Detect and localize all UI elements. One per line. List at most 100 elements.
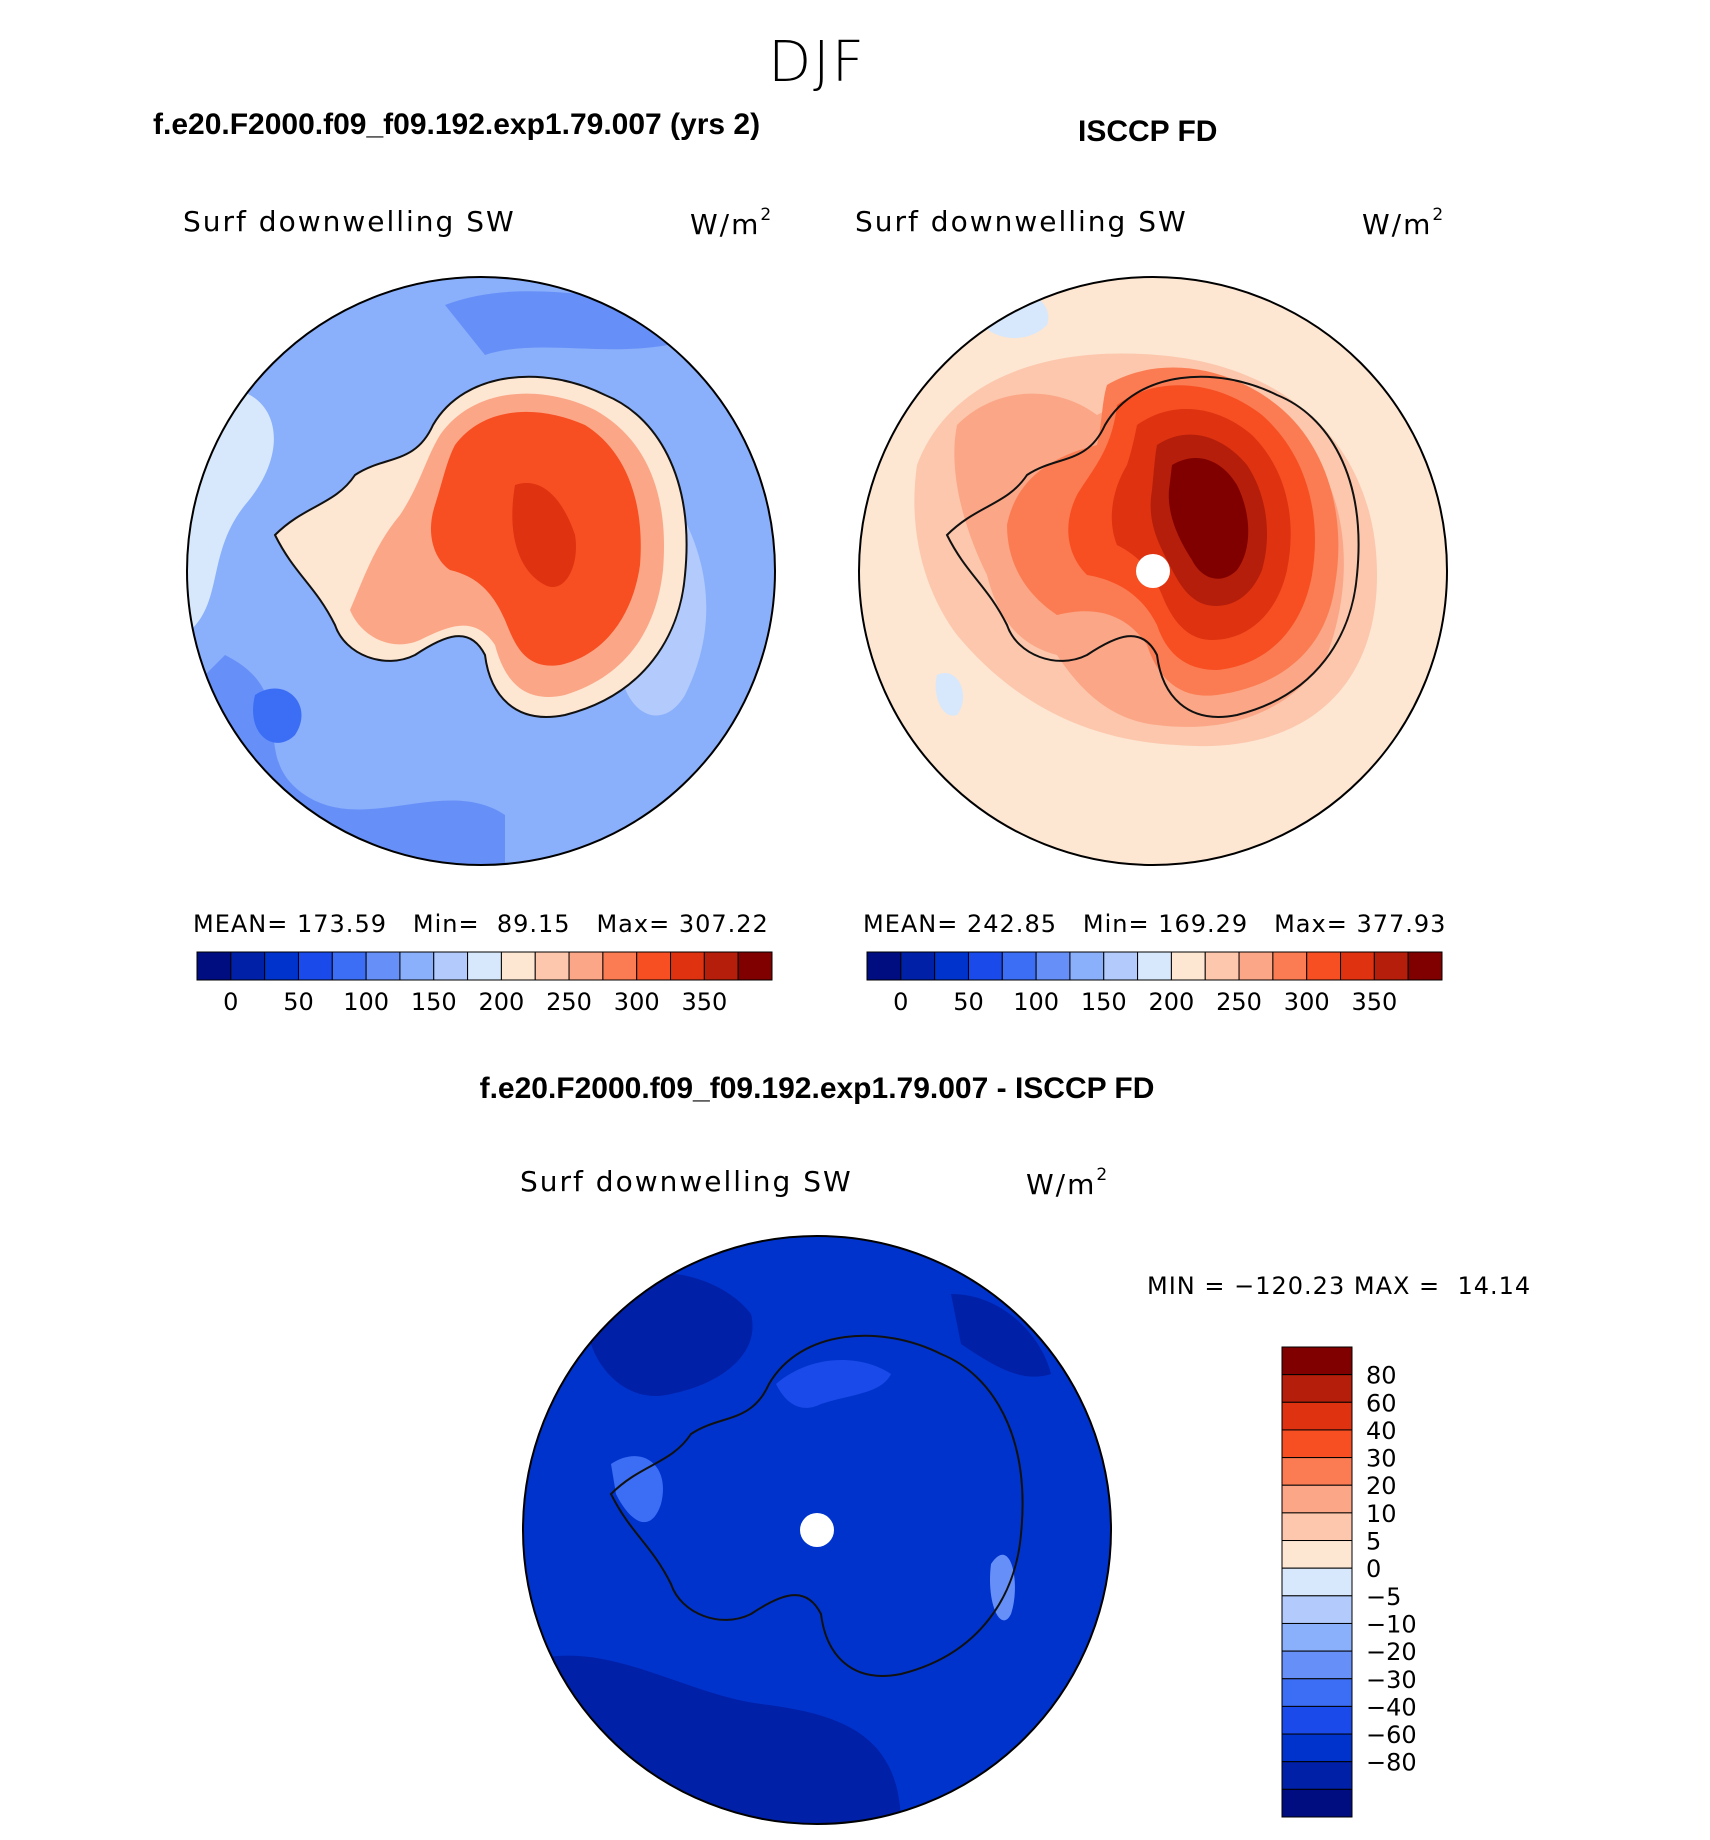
model-colorbar-swatch: [636, 951, 672, 981]
obs-colorbar-tick-label: 150: [1081, 988, 1127, 1016]
model-colorbar-swatch: [703, 951, 739, 981]
diff-max-label: MAX =: [1353, 1272, 1441, 1300]
model-colorbar-swatch: [500, 951, 536, 981]
diff-weak-negative-patch-peninsula: [611, 1456, 663, 1523]
diff-colorbar-level-label: 60: [1366, 1389, 1397, 1417]
model-colorbar-tick-label: 200: [479, 988, 525, 1016]
obs-colorbar-swatch: [1170, 951, 1206, 981]
model-colorbar-swatch: [365, 951, 401, 981]
obs-colorbar-tick-label: 250: [1216, 988, 1262, 1016]
model-colorbar-tick-label: 250: [546, 988, 592, 1016]
model-colorbar-swatch: [568, 951, 604, 981]
diff-pole-missing-data: [800, 1513, 834, 1547]
model-colorbar-swatch: [602, 951, 638, 981]
obs-colorbar-tick-label: 300: [1284, 988, 1330, 1016]
model-coastline: [273, 375, 688, 718]
obs-mean-label: MEAN=: [863, 910, 959, 938]
obs-colorbar-swatch: [1238, 951, 1274, 981]
model-min-label: Min=: [412, 910, 480, 938]
diff-min-label: MIN =: [1147, 1272, 1226, 1300]
model-map: [186, 276, 776, 866]
obs-colorbar-swatch: [1103, 951, 1139, 981]
model-stats: MEAN= 173.59 Min= 89.15 Max= 307.22: [193, 910, 769, 938]
model-colorbar-swatch: [297, 951, 333, 981]
model-colorbar-tick-label: 0: [223, 988, 238, 1016]
obs-colorbar-tick-label: 200: [1149, 988, 1195, 1016]
model-colorbar-swatch: [399, 951, 435, 981]
obs-colorbar-swatch: [1272, 951, 1308, 981]
obs-ocean-low-patch-south: [935, 673, 964, 716]
model-units-label: W/m2: [690, 205, 771, 241]
model-colorbar-swatch: [534, 951, 570, 981]
obs-map: [858, 276, 1448, 866]
obs-colorbar: 0 50 100 150 200 250 300 350: [866, 951, 1443, 1016]
diff-colorbar-swatch: [1281, 1567, 1353, 1597]
obs-colorbar-swatch: [1035, 951, 1071, 981]
model-colorbar-tick-label: 50: [283, 988, 314, 1016]
obs-units-label: W/m2: [1362, 205, 1443, 241]
model-mean-label: MEAN=: [193, 910, 289, 938]
model-min-value: 89.15: [496, 910, 571, 938]
obs-map-border: [858, 276, 1448, 866]
obs-coastline: [945, 375, 1360, 718]
model-mean-value: 173.59: [297, 910, 387, 938]
obs-units-exponent: 2: [1432, 205, 1444, 225]
model-colorbar-swatch: [331, 951, 367, 981]
diff-units-exponent: 2: [1096, 1165, 1108, 1185]
diff-max-value: 14.14: [1457, 1272, 1532, 1300]
diff-colorbar-swatch: [1281, 1761, 1353, 1790]
diff-units-text: W/m: [1026, 1168, 1097, 1201]
diff-colorbar-level-label: 10: [1366, 1500, 1397, 1528]
diff-colorbar-level-label: 30: [1366, 1445, 1397, 1473]
season-title: DJF: [768, 30, 866, 95]
diff-colorbar-level-label: 20: [1366, 1472, 1397, 1500]
diff-map-border: [522, 1235, 1112, 1825]
diff-colorbar-swatch: [1281, 1374, 1353, 1403]
diff-colorbar-level-label: −40: [1366, 1693, 1417, 1721]
obs-colorbar-swatch: [866, 951, 902, 981]
diff-panel-title: f.e20.F2000.f09_f09.192.exp1.79.007 - IS…: [479, 1072, 1155, 1105]
diff-colorbar-swatch: [1281, 1595, 1353, 1624]
obs-units-text: W/m: [1362, 208, 1433, 241]
diff-stats: MIN = −120.23 MAX = 14.14: [1147, 1272, 1531, 1300]
obs-max-value: 377.93: [1356, 910, 1447, 938]
obs-ocean-low-patch-north: [967, 290, 1049, 339]
model-colorbar-swatch: [230, 951, 266, 981]
model-colorbar-swatch: [196, 951, 232, 981]
model-map-border: [186, 276, 776, 866]
obs-min-label: Min=: [1082, 910, 1150, 938]
diff-colorbar-level-label: −5: [1366, 1583, 1401, 1611]
diff-colorbar-swatch: [1281, 1540, 1353, 1569]
diff-coastline: [609, 1334, 1024, 1677]
model-continent-maximum: [512, 483, 576, 587]
diff-strong-negative-patch-east: [951, 1294, 1051, 1377]
diff-min-value: −120.23: [1234, 1272, 1346, 1300]
diff-colorbar-level-label: 80: [1366, 1362, 1397, 1390]
obs-colorbar-swatch: [900, 951, 936, 981]
diff-colorbar-level-label: 40: [1366, 1417, 1397, 1445]
diff-colorbar-swatch: [1281, 1484, 1353, 1514]
model-units-exponent: 2: [760, 205, 772, 225]
diff-colorbar-swatch: [1281, 1705, 1353, 1735]
diff-colorbar-swatch: [1281, 1346, 1353, 1376]
obs-colorbar-swatch: [1373, 951, 1409, 981]
obs-colorbar-tick-label: 0: [893, 988, 908, 1016]
diff-colorbar-level-label: −10: [1366, 1610, 1417, 1638]
model-ocean-minimum-patch: [253, 688, 302, 743]
obs-min-value: 169.29: [1158, 910, 1249, 938]
model-panel-title: f.e20.F2000.f09_f09.192.exp1.79.007 (yrs…: [153, 108, 761, 141]
model-colorbar-tick-label: 150: [411, 988, 457, 1016]
model-colorbar-swatch: [670, 951, 705, 981]
obs-colorbar-tick-label: 100: [1013, 988, 1059, 1016]
model-units-text: W/m: [690, 208, 761, 241]
model-colorbar-swatch: [264, 951, 299, 981]
obs-colorbar-swatch: [1204, 951, 1240, 981]
obs-max-label: Max=: [1274, 910, 1348, 938]
obs-colorbar-swatch: [1137, 951, 1172, 981]
obs-colorbar-tick-label: 350: [1351, 988, 1397, 1016]
model-colorbar: 0 50 100 150 200 250 300 350: [196, 951, 773, 1016]
diff-colorbar-swatch: [1281, 1401, 1353, 1431]
diff-colorbar-swatch: [1281, 1650, 1353, 1680]
obs-panel-title: ISCCP FD: [1078, 115, 1218, 148]
diff-variable-label: Surf downwelling SW: [520, 1165, 853, 1198]
